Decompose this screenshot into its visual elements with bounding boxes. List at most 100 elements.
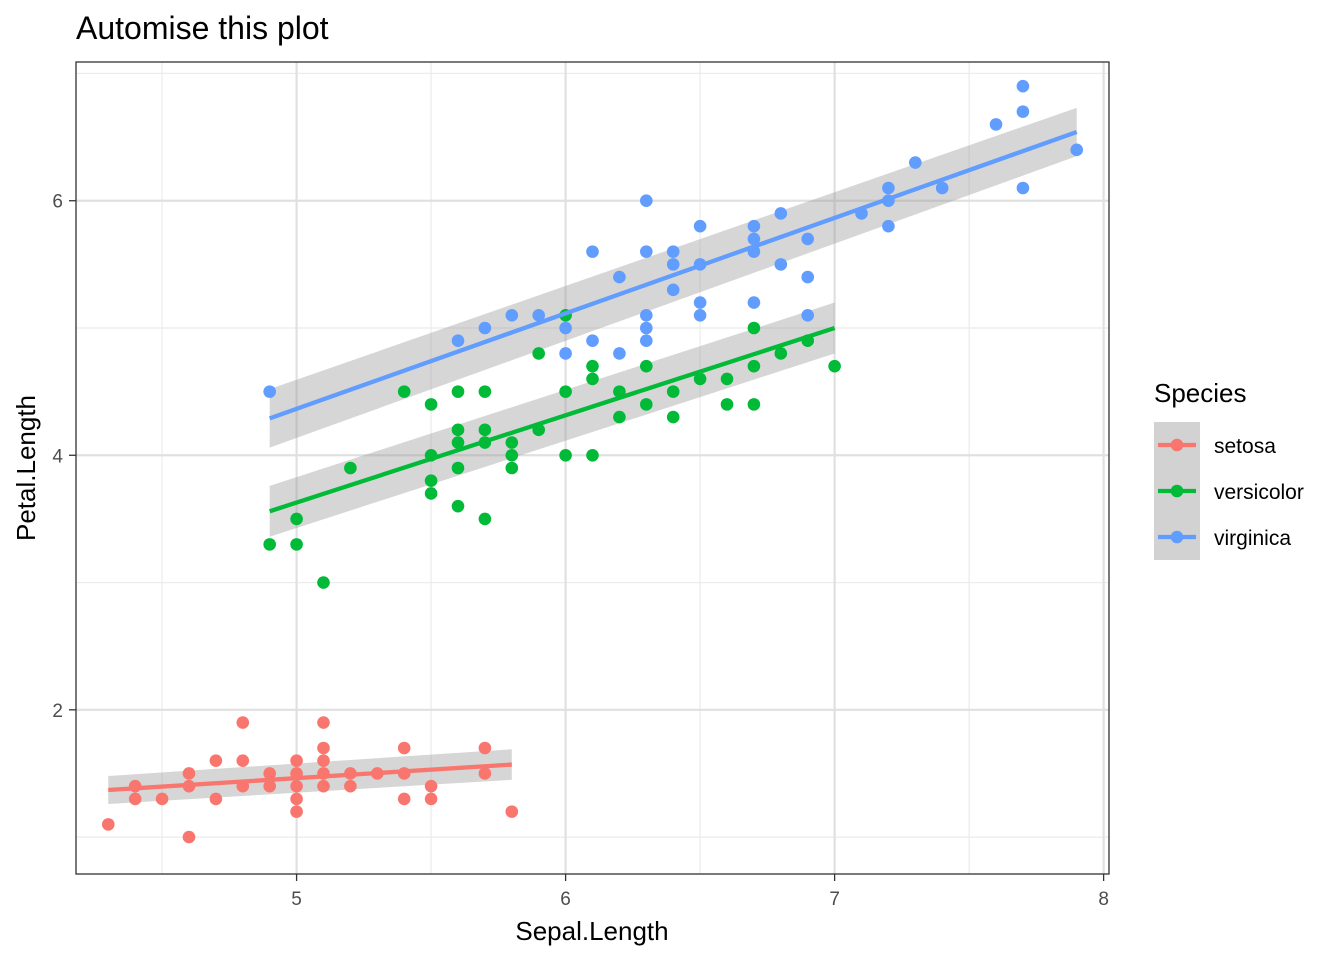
confidence-band-virginica — [269, 107, 1077, 448]
point-versicolor — [344, 461, 357, 475]
point-virginica — [532, 308, 545, 322]
fit-line-virginica — [268, 129, 1078, 421]
grid-minor — [76, 62, 1109, 874]
legend: Species setosa versicolor virginica — [1154, 378, 1304, 560]
point-versicolor — [747, 321, 761, 335]
point-versicolor — [774, 347, 788, 360]
point-setosa — [290, 792, 303, 806]
point-virginica — [801, 270, 815, 284]
point-virginica — [666, 283, 680, 297]
point-virginica — [666, 245, 680, 258]
point-versicolor — [290, 512, 303, 526]
point-setosa — [155, 792, 169, 806]
point-virginica — [451, 334, 465, 348]
point-virginica — [1016, 79, 1030, 93]
point-versicolor — [828, 359, 841, 373]
point-setosa — [290, 779, 303, 793]
point-virginica — [801, 232, 815, 246]
point-versicolor — [290, 538, 303, 551]
point-versicolor — [747, 398, 761, 411]
point-virginica — [989, 118, 1003, 131]
point-versicolor — [586, 359, 599, 373]
plot-background — [76, 62, 1109, 874]
fit-line-versicolor — [269, 325, 836, 514]
point-setosa — [424, 779, 438, 793]
point-versicolor — [693, 372, 707, 386]
y-tick-label: 6 — [52, 192, 63, 213]
plot-panel-border — [75, 61, 1110, 875]
point-versicolor — [505, 461, 519, 475]
point-virginica — [693, 219, 707, 233]
legend-key-point-virginica — [1170, 530, 1184, 544]
point-virginica — [801, 308, 815, 322]
point-virginica — [1070, 143, 1084, 157]
point-setosa — [478, 767, 492, 780]
point-versicolor — [424, 487, 438, 500]
point-virginica — [613, 270, 626, 284]
point-virginica — [586, 334, 599, 348]
point-virginica — [640, 194, 653, 208]
point-versicolor — [397, 385, 411, 398]
point-virginica — [882, 219, 895, 233]
fit-lines — [108, 129, 1078, 793]
point-versicolor — [666, 410, 680, 424]
point-virginica — [640, 334, 653, 348]
point-virginica — [747, 219, 761, 233]
legend-key-point-versicolor — [1170, 484, 1184, 498]
point-setosa — [236, 754, 250, 768]
point-versicolor — [505, 448, 519, 462]
point-virginica — [640, 321, 653, 335]
x-tick-label: 6 — [560, 889, 571, 910]
point-virginica — [935, 181, 949, 195]
point-setosa — [505, 805, 519, 818]
point-setosa — [424, 792, 438, 806]
point-virginica — [747, 296, 761, 309]
point-versicolor — [613, 410, 626, 424]
point-versicolor — [451, 423, 465, 437]
point-versicolor — [532, 347, 545, 360]
point-versicolor — [640, 398, 653, 411]
point-virginica — [478, 321, 492, 335]
point-versicolor — [586, 448, 599, 462]
point-virginica — [774, 258, 788, 271]
point-versicolor — [586, 372, 599, 386]
y-axis-ticks: 2 4 6 — [52, 192, 76, 722]
point-setosa — [290, 805, 303, 818]
point-versicolor — [424, 474, 438, 488]
legend-label-virginica: virginica — [1214, 527, 1291, 550]
point-virginica — [640, 245, 653, 258]
point-setosa — [317, 716, 330, 729]
point-setosa — [317, 741, 330, 755]
point-setosa — [397, 741, 411, 755]
point-virginica — [505, 308, 519, 322]
point-setosa — [263, 767, 276, 780]
point-setosa — [290, 754, 303, 768]
point-versicolor — [478, 512, 492, 526]
point-virginica — [882, 181, 895, 195]
x-tick-label: 8 — [1098, 889, 1109, 910]
point-virginica — [774, 207, 788, 220]
point-versicolor — [720, 398, 734, 411]
point-versicolor — [478, 385, 492, 398]
legend-key-point-setosa — [1170, 438, 1184, 452]
point-virginica — [559, 321, 572, 335]
point-setosa — [128, 792, 142, 806]
point-setosa — [209, 754, 223, 768]
legend-label-setosa: setosa — [1214, 435, 1276, 458]
point-versicolor — [505, 436, 519, 449]
point-versicolor — [559, 385, 572, 398]
point-setosa — [344, 779, 357, 793]
x-tick-label: 7 — [829, 889, 840, 910]
point-setosa — [478, 741, 492, 755]
y-tick-label: 2 — [52, 701, 63, 722]
x-axis-ticks: 5 6 7 8 — [291, 874, 1109, 910]
point-versicolor — [747, 359, 761, 373]
point-versicolor — [720, 372, 734, 386]
point-virginica — [263, 385, 276, 398]
point-setosa — [397, 792, 411, 806]
point-virginica — [559, 347, 572, 360]
point-setosa — [317, 754, 330, 768]
point-versicolor — [317, 576, 330, 589]
point-virginica — [1016, 105, 1030, 118]
